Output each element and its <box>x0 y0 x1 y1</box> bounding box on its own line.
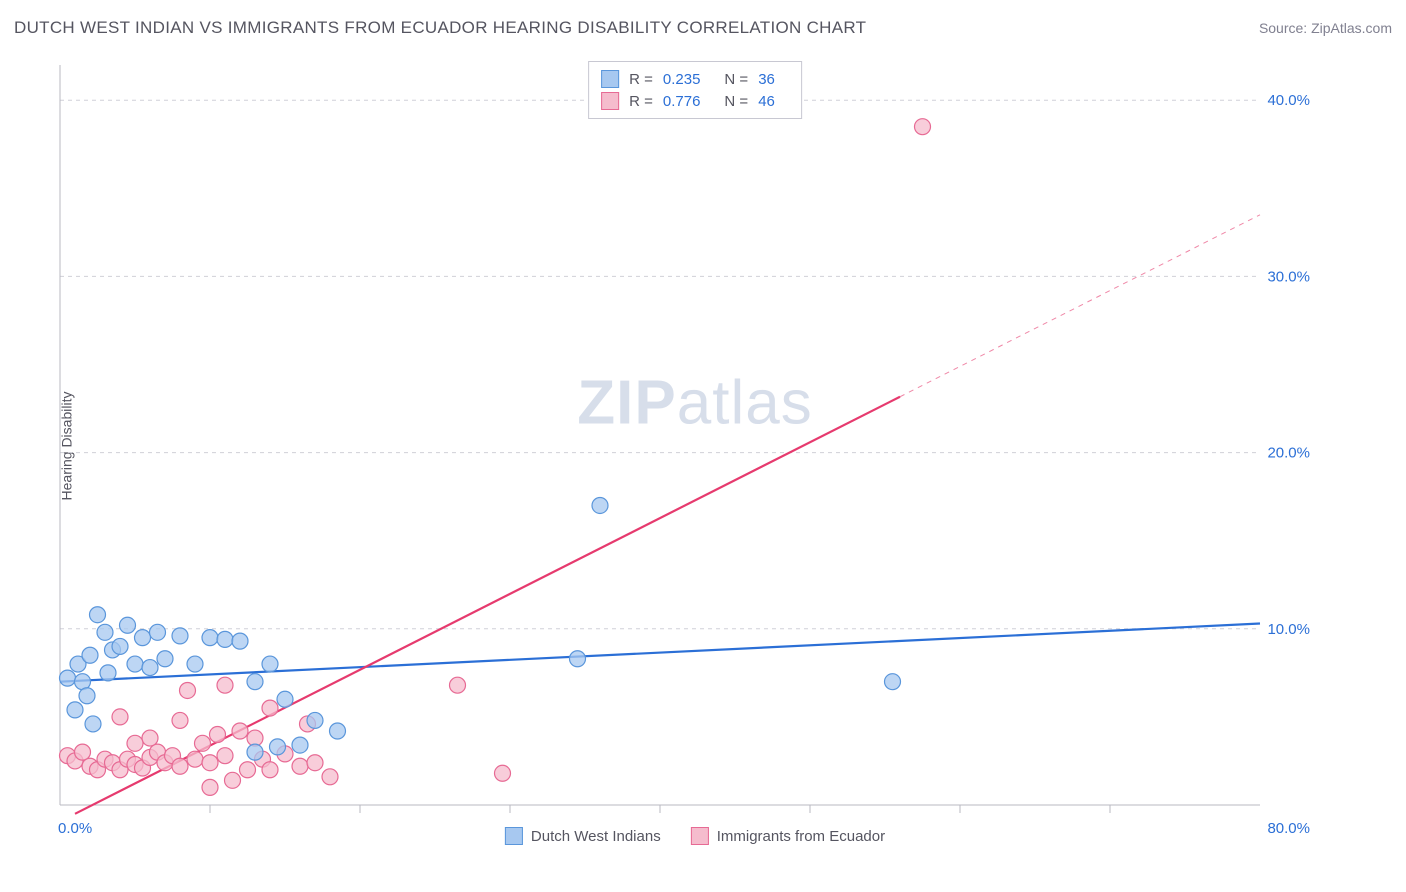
source-attribution: Source: ZipAtlas.com <box>1259 20 1392 36</box>
stat-label-r: R = <box>629 71 653 88</box>
stat-r-0: 0.235 <box>663 71 701 88</box>
chart-title: DUTCH WEST INDIAN VS IMMIGRANTS FROM ECU… <box>14 18 866 38</box>
legend-item-1: Immigrants from Ecuador <box>691 827 885 845</box>
svg-text:0.0%: 0.0% <box>58 820 92 837</box>
legend-label-1: Immigrants from Ecuador <box>717 828 885 845</box>
stat-n-1: 46 <box>758 93 775 110</box>
legend-stats-box: R = 0.235 N = 36 R = 0.776 N = 46 <box>588 61 802 119</box>
stat-r-1: 0.776 <box>663 93 701 110</box>
stat-label-r: R = <box>629 93 653 110</box>
chart-area: 10.0%20.0%30.0%40.0%0.0%80.0% ZIPatlas R… <box>50 55 1340 845</box>
scatter-chart-svg: 10.0% 20.0% 30.0% 40.0% 0.0% 80.0% <box>50 55 1340 845</box>
legend-stat-row-1: R = 0.776 N = 46 <box>601 90 789 112</box>
stat-label-n: N = <box>724 93 748 110</box>
legend-swatch-pink <box>601 92 619 110</box>
legend-swatch-0 <box>505 827 523 845</box>
stat-label-n: N = <box>724 71 748 88</box>
legend-label-0: Dutch West Indians <box>531 828 661 845</box>
legend-stat-row-0: R = 0.235 N = 36 <box>601 68 789 90</box>
legend-bottom: Dutch West Indians Immigrants from Ecuad… <box>505 827 885 845</box>
svg-text:40.0%: 40.0% <box>1267 92 1310 109</box>
svg-text:80.0%: 80.0% <box>1267 820 1310 837</box>
svg-text:10.0%: 10.0% <box>1267 621 1310 638</box>
legend-swatch-1 <box>691 827 709 845</box>
legend-swatch-blue <box>601 70 619 88</box>
stat-n-0: 36 <box>758 71 775 88</box>
svg-text:30.0%: 30.0% <box>1267 268 1310 285</box>
svg-text:20.0%: 20.0% <box>1267 445 1310 462</box>
legend-item-0: Dutch West Indians <box>505 827 661 845</box>
chart-header: DUTCH WEST INDIAN VS IMMIGRANTS FROM ECU… <box>14 18 1392 38</box>
